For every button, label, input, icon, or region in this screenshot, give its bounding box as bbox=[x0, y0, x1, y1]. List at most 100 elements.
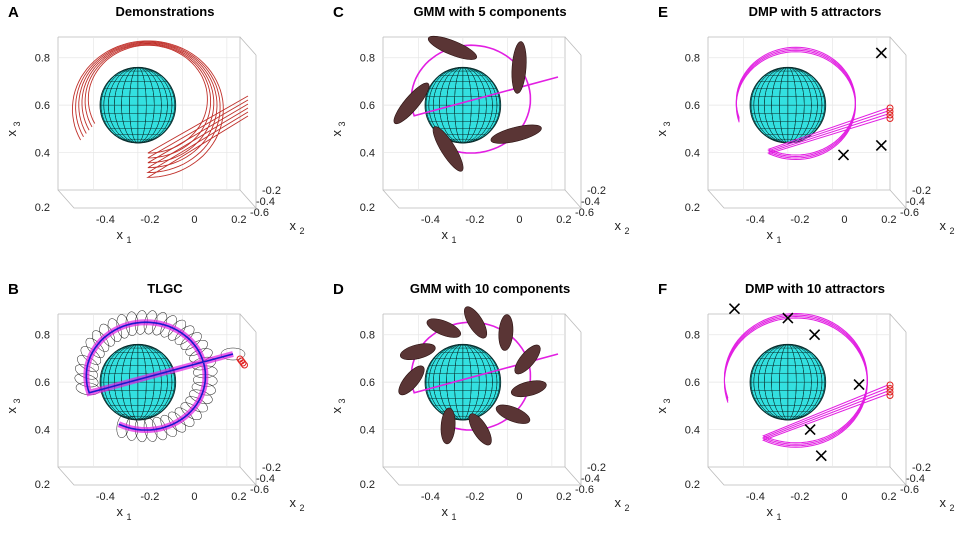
dmp-trajectory bbox=[723, 317, 889, 448]
axes-box bbox=[707, 313, 907, 486]
panel-letter: F bbox=[658, 281, 667, 298]
axes-box bbox=[707, 36, 907, 209]
side-top bbox=[564, 36, 582, 56]
obstacle-sphere bbox=[424, 343, 502, 421]
x3-tick-label: 0.2 bbox=[360, 202, 375, 214]
x2-tick-label: -0.6 bbox=[900, 207, 919, 219]
gmm-component bbox=[464, 306, 488, 339]
panel-d: D GMM with 10 components-0.4 -0.2 0 0.20.20.… bbox=[329, 281, 630, 522]
x2-tick-label: -0.4 bbox=[906, 473, 925, 485]
attractors bbox=[837, 47, 887, 161]
x2-axis-label-text: x bbox=[940, 218, 947, 233]
x3-tick-label: 0.4 bbox=[35, 425, 50, 437]
dmp-trajectory bbox=[723, 314, 889, 445]
x3-axis-label-sub: 3 bbox=[337, 398, 347, 403]
axes-box bbox=[57, 313, 257, 486]
gmm-component bbox=[511, 41, 527, 94]
x1-axis-label-text: x bbox=[442, 504, 449, 519]
end-point bbox=[239, 359, 247, 367]
sphere-meridian bbox=[425, 344, 501, 421]
x3-axis-label-sub: 3 bbox=[337, 121, 347, 126]
x1-tick-label: -0.2 bbox=[465, 491, 484, 503]
x1-tick-label: -0.4 bbox=[421, 214, 440, 226]
side-top bbox=[239, 36, 257, 56]
x1-tick-label: 0 bbox=[841, 491, 847, 503]
end-point bbox=[886, 108, 894, 115]
panel-b: B TLGC-0.4 -0.2 0 0.20.20.40.60.8-0.2-0.4-0.… bbox=[4, 281, 305, 522]
x3-tick-label: 0.4 bbox=[685, 425, 700, 437]
mean-trajectory bbox=[85, 321, 234, 431]
gmm-component bbox=[426, 318, 462, 338]
obstacle-sphere bbox=[99, 66, 177, 144]
x2-tick-label: -0.4 bbox=[906, 196, 925, 208]
x1-tick-label: 0.2 bbox=[556, 491, 571, 503]
obstacle-sphere bbox=[424, 66, 502, 144]
panel-f: F DMP with 10 attractors-0.4 -0.2 0 0.20.20.… bbox=[654, 281, 955, 522]
attractor-mark bbox=[875, 139, 887, 152]
floor-frame bbox=[382, 189, 582, 209]
sphere-meridian bbox=[100, 344, 176, 421]
x3-axis-label-sub: 3 bbox=[12, 121, 22, 126]
x3-axis-label: x3 bbox=[329, 121, 347, 136]
gmm-component bbox=[498, 314, 514, 351]
side-top bbox=[889, 313, 907, 333]
x3-tick-label: 0.2 bbox=[360, 479, 375, 491]
panel-a: A Demonstrations-0.4 -0.2 0 0.20.20.40.60.8-… bbox=[4, 4, 305, 245]
attractor-mark bbox=[809, 329, 821, 341]
end-point bbox=[886, 115, 894, 122]
x3-axis-label-sub: 3 bbox=[12, 398, 22, 403]
end-point bbox=[886, 392, 894, 399]
dmp-trajectory bbox=[735, 51, 889, 161]
x1-tick-label: 0 bbox=[191, 214, 197, 226]
attractor-mark bbox=[782, 312, 794, 324]
sphere-meridian bbox=[100, 67, 176, 144]
x2-tick-label: -0.2 bbox=[587, 185, 606, 197]
dmp-trajectory bbox=[735, 48, 889, 158]
x3-axis-label: x3 bbox=[4, 121, 22, 136]
x3-tick-label: 0.6 bbox=[360, 377, 375, 389]
panel-title: TLGC bbox=[147, 281, 183, 296]
x3-tick-label: 0.2 bbox=[35, 479, 50, 491]
x1-tick-label: -0.2 bbox=[140, 214, 159, 226]
x1-tick-label: 0.2 bbox=[231, 214, 246, 226]
panel-title: GMM with 5 components bbox=[413, 4, 566, 19]
panel-letter: B bbox=[8, 281, 19, 298]
x3-tick-label: 0.6 bbox=[35, 100, 50, 112]
attractors bbox=[728, 303, 865, 462]
dmp-trajectory bbox=[735, 46, 889, 156]
attractor-mark bbox=[837, 149, 850, 161]
axes-box bbox=[57, 36, 257, 209]
x2-tick-label: -0.2 bbox=[262, 185, 281, 197]
x3-tick-label: 0.8 bbox=[685, 330, 700, 342]
x3-axis-label: x3 bbox=[654, 121, 672, 136]
x3-tick-label: 0.4 bbox=[360, 148, 375, 160]
axes-box bbox=[382, 313, 582, 486]
x1-axis-label-text: x bbox=[442, 227, 449, 242]
x2-axis-label-sub: 2 bbox=[299, 503, 304, 513]
x1-axis-label-text: x bbox=[767, 227, 774, 242]
sphere-meridian bbox=[425, 67, 501, 144]
x1-tick-label: 0 bbox=[516, 214, 522, 226]
x3-tick-label: 0.4 bbox=[360, 425, 375, 437]
gmm-component bbox=[399, 343, 436, 361]
floor-frame bbox=[707, 189, 907, 209]
x2-tick-label: -0.4 bbox=[256, 196, 275, 208]
x3-axis-label: x3 bbox=[654, 398, 672, 413]
x1-tick-label: 0.2 bbox=[881, 214, 896, 226]
demo-trajectory bbox=[81, 43, 249, 164]
gmm-component bbox=[514, 344, 541, 375]
x1-tick-label: 0.2 bbox=[881, 491, 896, 503]
x1-tick-label: -0.2 bbox=[140, 491, 159, 503]
tube-ellipse bbox=[220, 347, 246, 361]
panel-letter: E bbox=[658, 4, 668, 21]
side-top bbox=[239, 313, 257, 333]
x2-tick-label: -0.2 bbox=[587, 462, 606, 474]
gmm-component bbox=[393, 82, 430, 125]
x3-tick-label: 0.2 bbox=[685, 479, 700, 491]
x1-axis-label-text: x bbox=[117, 504, 124, 519]
end-point bbox=[886, 385, 894, 392]
